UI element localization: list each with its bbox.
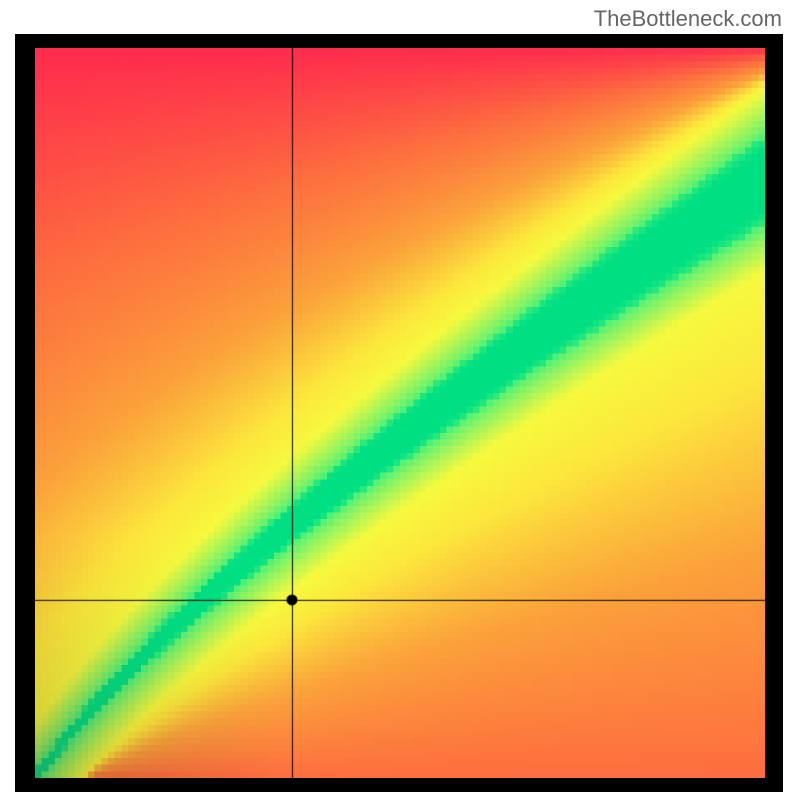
crosshair-overlay <box>35 48 765 778</box>
watermark-text: TheBottleneck.com <box>594 6 782 32</box>
plot-frame <box>15 34 783 792</box>
chart-container: TheBottleneck.com <box>0 0 800 800</box>
